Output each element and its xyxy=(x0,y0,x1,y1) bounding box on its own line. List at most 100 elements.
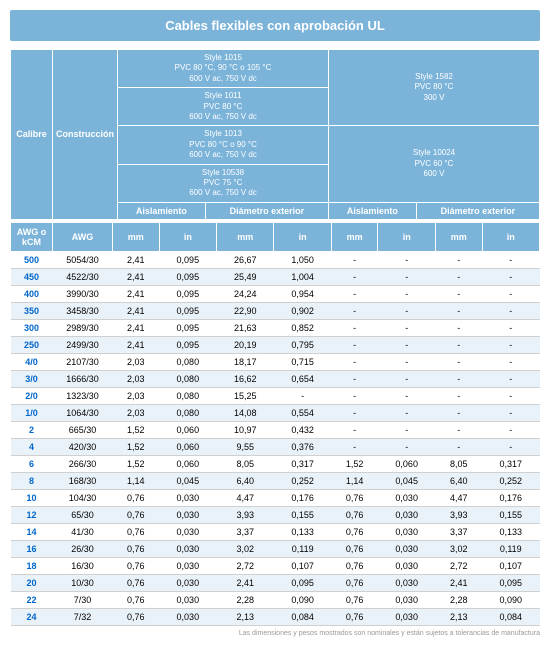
cell: 1064/30 xyxy=(53,404,113,421)
cell: - xyxy=(331,285,378,302)
cell: 0,060 xyxy=(159,421,216,438)
cell: 6,40 xyxy=(217,472,274,489)
cell: 0,095 xyxy=(159,336,216,353)
cell: 0,76 xyxy=(331,574,378,591)
cell: 0,133 xyxy=(482,523,539,540)
col-in: in xyxy=(274,222,331,251)
cell: 9,55 xyxy=(217,438,274,455)
cell: 0,76 xyxy=(113,506,160,523)
cell: 0,795 xyxy=(274,336,331,353)
table-row: 2665/301,520,06010,970,432---- xyxy=(11,421,540,438)
cell: 300 xyxy=(11,319,53,336)
cell: 1,52 xyxy=(113,438,160,455)
cell: 8 xyxy=(11,472,53,489)
cell: 0,76 xyxy=(113,608,160,625)
cell: 400 xyxy=(11,285,53,302)
cell: - xyxy=(331,404,378,421)
cell: 0,76 xyxy=(331,506,378,523)
cell: - xyxy=(482,370,539,387)
cell: 4/0 xyxy=(11,353,53,370)
table-row: 6266/301,520,0608,050,3171,520,0608,050,… xyxy=(11,455,540,472)
cell: 665/30 xyxy=(53,421,113,438)
cell: - xyxy=(482,438,539,455)
cell: 4,47 xyxy=(217,489,274,506)
cell: 0,030 xyxy=(378,608,435,625)
cell: - xyxy=(331,268,378,285)
table-row: 10104/300,760,0304,470,1760,760,0304,470… xyxy=(11,489,540,506)
cell: 0,095 xyxy=(274,574,331,591)
cell: 0,030 xyxy=(159,489,216,506)
cell: 8,05 xyxy=(435,455,482,472)
table-row: 4504522/302,410,09525,491,004---- xyxy=(11,268,540,285)
cell: 0,095 xyxy=(159,319,216,336)
cell: 0,030 xyxy=(378,489,435,506)
cell: 0,030 xyxy=(378,557,435,574)
cell: 15,25 xyxy=(217,387,274,404)
cell: - xyxy=(378,319,435,336)
table-row: 1816/300,760,0302,720,1070,760,0302,720,… xyxy=(11,557,540,574)
cell: - xyxy=(435,302,482,319)
cell: 2,41 xyxy=(217,574,274,591)
cell: 2,03 xyxy=(113,387,160,404)
cell: 2,41 xyxy=(113,268,160,285)
table-row: 8168/301,140,0456,400,2521,140,0456,400,… xyxy=(11,472,540,489)
cell: 500 xyxy=(11,251,53,268)
cell: 3,02 xyxy=(217,540,274,557)
cell: 7/30 xyxy=(53,591,113,608)
table-row: 2010/300,760,0302,410,0950,760,0302,410,… xyxy=(11,574,540,591)
cell: 0,030 xyxy=(378,540,435,557)
cell: 18,17 xyxy=(217,353,274,370)
table-row: 1/01064/302,030,08014,080,554---- xyxy=(11,404,540,421)
cell: 5054/30 xyxy=(53,251,113,268)
cell: 0,080 xyxy=(159,404,216,421)
col-mm: mm xyxy=(435,222,482,251)
cell: 0,76 xyxy=(113,591,160,608)
cell: 21,63 xyxy=(217,319,274,336)
cell: 2,28 xyxy=(435,591,482,608)
cell: - xyxy=(482,404,539,421)
cell: 0,030 xyxy=(378,506,435,523)
cell: 25,49 xyxy=(217,268,274,285)
cell: 16 xyxy=(11,540,53,557)
cell: 0,090 xyxy=(482,591,539,608)
cell: 450 xyxy=(11,268,53,285)
cell: - xyxy=(331,421,378,438)
table-row: 5005054/302,410,09526,671,050---- xyxy=(11,251,540,268)
table-row: 227/300,760,0302,280,0900,760,0302,280,0… xyxy=(11,591,540,608)
cell: 2,41 xyxy=(113,336,160,353)
col-awg: AWG xyxy=(53,222,113,251)
cell: 0,045 xyxy=(159,472,216,489)
cell: 0,715 xyxy=(274,353,331,370)
cell: 0,084 xyxy=(274,608,331,625)
cell: - xyxy=(378,370,435,387)
hdr-construccion: Construcción xyxy=(53,50,118,220)
cell: 20 xyxy=(11,574,53,591)
cell: 1,52 xyxy=(113,421,160,438)
cell: 26/30 xyxy=(53,540,113,557)
cell: 10,97 xyxy=(217,421,274,438)
col-mm: mm xyxy=(217,222,274,251)
cell: 2,28 xyxy=(217,591,274,608)
hdr-style1582: Style 1582PVC 80 °C300 V xyxy=(328,50,539,126)
cell: 22,90 xyxy=(217,302,274,319)
cell: - xyxy=(482,353,539,370)
cell: 3,37 xyxy=(217,523,274,540)
cell: 0,852 xyxy=(274,319,331,336)
cell: - xyxy=(482,302,539,319)
cell: 0,902 xyxy=(274,302,331,319)
cell: 4522/30 xyxy=(53,268,113,285)
cell: 18 xyxy=(11,557,53,574)
cell: - xyxy=(482,251,539,268)
cell: - xyxy=(331,251,378,268)
cell: 4,47 xyxy=(435,489,482,506)
cell: - xyxy=(378,285,435,302)
cell: 1,52 xyxy=(113,455,160,472)
cell: 0,095 xyxy=(159,251,216,268)
cell: 2,03 xyxy=(113,370,160,387)
cell: 0,084 xyxy=(482,608,539,625)
cell: 1,050 xyxy=(274,251,331,268)
cell: 0,080 xyxy=(159,387,216,404)
cell: - xyxy=(435,353,482,370)
cell: 3,93 xyxy=(217,506,274,523)
table-row: 1441/300,760,0303,370,1330,760,0303,370,… xyxy=(11,523,540,540)
